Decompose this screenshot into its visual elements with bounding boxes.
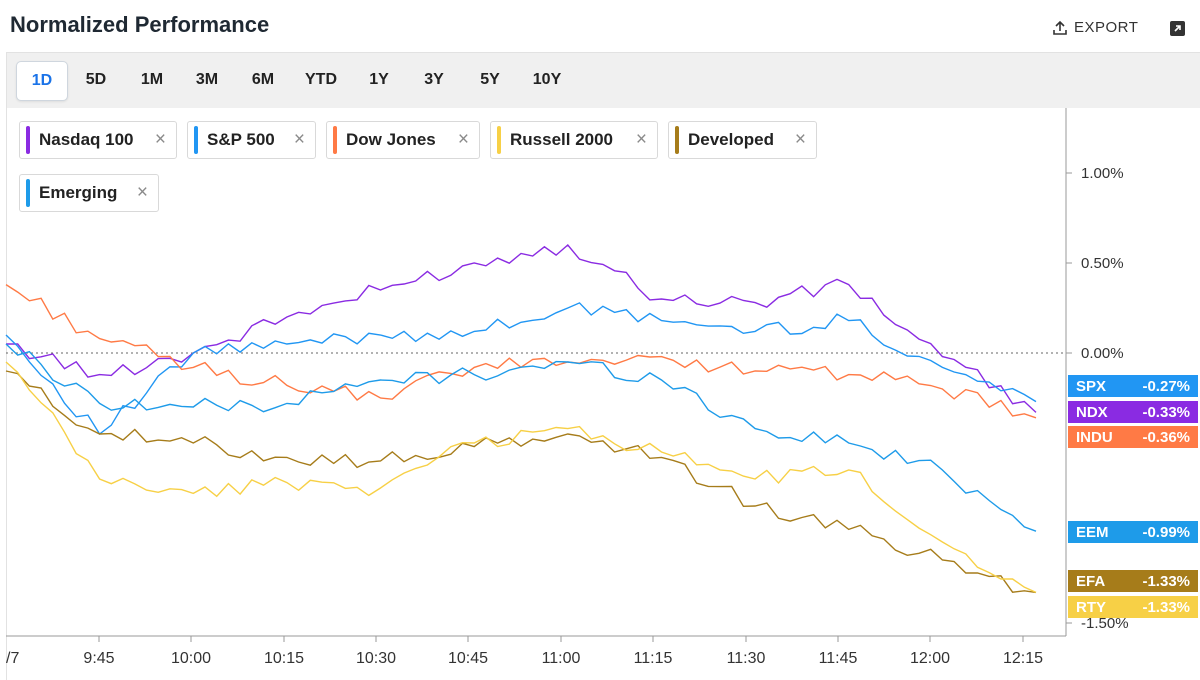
remove-series-icon[interactable]: ×: [154, 129, 166, 150]
series-color-swatch: [497, 126, 501, 154]
y-tick-label: 0.00%: [1081, 345, 1124, 362]
x-tick-label: 9:45: [83, 650, 114, 667]
tab-10y[interactable]: 10Y: [532, 71, 562, 88]
tab-ytd[interactable]: YTD: [305, 71, 337, 88]
series-chip-label: Dow Jones: [346, 130, 436, 149]
series-chip-russell-2000[interactable]: Russell 2000 ×: [490, 121, 658, 159]
value-badge-value: -0.27%: [1142, 378, 1190, 395]
series-chip-label: Developed: [688, 130, 774, 149]
series-color-swatch: [26, 179, 30, 207]
series-color-swatch: [675, 126, 679, 154]
tab-1m[interactable]: 1M: [140, 71, 164, 88]
tab-3m[interactable]: 3M: [195, 71, 219, 88]
value-badge-ticker: SPX: [1076, 378, 1106, 395]
value-badge-value: -0.99%: [1142, 524, 1190, 541]
tab-5y[interactable]: 5Y: [480, 71, 500, 88]
value-badge-spx: SPX -0.27%: [1068, 375, 1198, 397]
x-tick-label: 11:30: [727, 650, 766, 667]
page-title: Normalized Performance: [10, 12, 270, 37]
series-chip-label: Emerging: [39, 183, 118, 202]
value-badge-indu: INDU -0.36%: [1068, 426, 1198, 448]
y-tick-label: 0.50%: [1081, 255, 1124, 272]
series-color-swatch: [333, 126, 337, 154]
x-tick-label: 10:30: [356, 650, 396, 667]
value-badge-ndx: NDX -0.33%: [1068, 401, 1198, 423]
x-tick-label: 12:00: [910, 650, 950, 667]
range-tab-bar: [7, 53, 1200, 108]
value-badge-bg: [1068, 596, 1198, 618]
series-line-ndx: [5, 244, 1037, 413]
remove-series-icon[interactable]: ×: [457, 129, 469, 150]
x-tick-label: 10:45: [448, 650, 488, 667]
tab-1d[interactable]: 1D: [16, 61, 68, 101]
y-tick-label: 1.00%: [1081, 165, 1124, 182]
value-badge-bg: [1068, 375, 1198, 397]
export-button[interactable]: EXPORT: [1052, 19, 1138, 36]
value-badge-ticker: EFA: [1076, 573, 1105, 590]
value-badge-ticker: INDU: [1076, 429, 1113, 446]
value-badge-ticker: RTY: [1076, 599, 1106, 616]
series-chip-label: Nasdaq 100: [39, 130, 134, 149]
x-tick-label: 11:45: [819, 650, 858, 667]
value-badge-value: -1.33%: [1142, 599, 1190, 616]
value-badge-bg: [1068, 426, 1198, 448]
remove-series-icon[interactable]: ×: [136, 182, 148, 203]
series-line-efa: [5, 370, 1037, 594]
x-tick-label: 12:15: [1003, 650, 1043, 667]
expand-icon: [1174, 25, 1181, 32]
value-badge-value: -1.33%: [1142, 573, 1190, 590]
series-chip-dow-jones[interactable]: Dow Jones ×: [326, 121, 480, 159]
upload-icon: [1053, 20, 1067, 35]
value-badge-eem: EEM -0.99%: [1068, 521, 1198, 543]
remove-series-icon[interactable]: ×: [794, 129, 806, 150]
value-badge-rty: RTY -1.33%: [1068, 596, 1198, 618]
value-badge-efa: EFA -1.33%: [1068, 570, 1198, 592]
series-line-rty: [5, 361, 1037, 594]
value-badge-value: -0.36%: [1142, 429, 1190, 446]
series-chip-nasdaq-100[interactable]: Nasdaq 100 ×: [19, 121, 177, 159]
x-tick-label: 10:15: [264, 650, 304, 667]
series-chip-s-p-500[interactable]: S&P 500 ×: [187, 121, 316, 159]
series-chip-developed[interactable]: Developed ×: [668, 121, 817, 159]
series-line-indu: [5, 284, 1037, 419]
tab-1y[interactable]: 1Y: [369, 71, 389, 88]
tab-6m[interactable]: 6M: [251, 71, 275, 88]
x-tick-label: 11:00: [542, 650, 581, 667]
value-badge-bg: [1068, 521, 1198, 543]
series-chip-emerging[interactable]: Emerging ×: [19, 174, 159, 212]
series-line-spx: [5, 302, 1037, 436]
series-color-swatch: [26, 126, 30, 154]
value-badge-value: -0.33%: [1142, 404, 1190, 421]
expand-button[interactable]: [1170, 21, 1185, 36]
remove-series-icon[interactable]: ×: [293, 129, 305, 150]
tab-3y[interactable]: 3Y: [424, 71, 444, 88]
tab-5d[interactable]: 5D: [85, 71, 107, 88]
value-badge-ticker: NDX: [1076, 404, 1108, 421]
y-tick-label: -1.50%: [1081, 615, 1129, 632]
x-tick-label: /7: [6, 650, 19, 667]
value-badge-ticker: EEM: [1076, 524, 1109, 541]
remove-series-icon[interactable]: ×: [635, 129, 647, 150]
export-label: EXPORT: [1074, 19, 1139, 36]
x-tick-label: 10:00: [171, 650, 211, 667]
series-chip-label: Russell 2000: [510, 130, 614, 149]
series-line-eem: [5, 343, 1037, 532]
x-tick-label: 11:15: [634, 650, 673, 667]
series-color-swatch: [194, 126, 198, 154]
series-chip-label: S&P 500: [207, 130, 275, 149]
value-badge-bg: [1068, 401, 1198, 423]
value-badge-bg: [1068, 570, 1198, 592]
